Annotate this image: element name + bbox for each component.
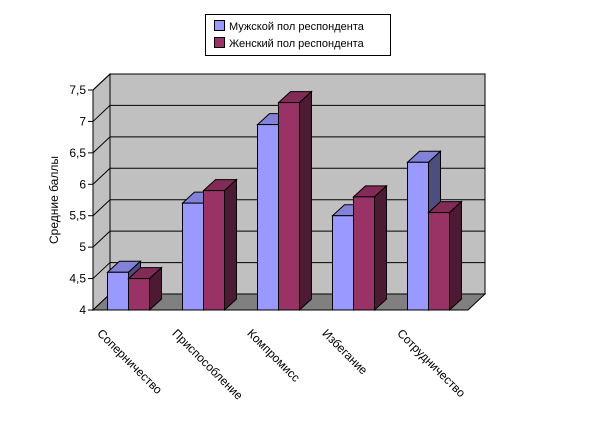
legend-item-male: Мужской пол респондента: [214, 20, 364, 33]
x-tick-label: Избегание: [319, 326, 370, 377]
gridline: [92, 167, 485, 185]
bar-female-1: [202, 178, 238, 312]
legend: Мужской пол респондента Женский пол респ…: [205, 14, 391, 56]
y-tick-label: 6,5: [69, 146, 86, 160]
bar-female-3: [352, 184, 388, 312]
legend-label-male: Мужской пол респондента: [229, 21, 364, 33]
legend-swatch-female: [214, 37, 225, 48]
x-tick-label: Компромисс: [244, 326, 302, 384]
y-axis-label: Средние баллы: [47, 156, 61, 244]
gridline: [92, 136, 485, 154]
y-tick-label: 7,5: [69, 83, 86, 97]
bars: [106, 90, 463, 312]
gridline: [92, 104, 485, 122]
y-tick-label: 7: [79, 114, 86, 128]
x-tick-label: Сотрудничество: [394, 326, 468, 400]
y-tick-label: 6: [79, 177, 86, 191]
y-tick-label: 5,5: [69, 209, 86, 223]
x-tick-label: Соперничество: [94, 326, 165, 397]
x-tick-label: Приспособление: [169, 326, 246, 403]
gridline: [92, 73, 485, 91]
legend-item-female: Женский пол респондента: [214, 37, 364, 50]
bar-female-2: [277, 90, 313, 312]
y-tick-label: 5: [79, 240, 86, 254]
y-tick-label: 4,5: [69, 272, 86, 286]
bar-female-4: [427, 200, 463, 312]
legend-label-female: Женский пол респондента: [229, 38, 364, 50]
legend-swatch-male: [214, 20, 225, 31]
y-tick-label: 4: [79, 303, 86, 317]
bar-female-0: [127, 266, 163, 312]
